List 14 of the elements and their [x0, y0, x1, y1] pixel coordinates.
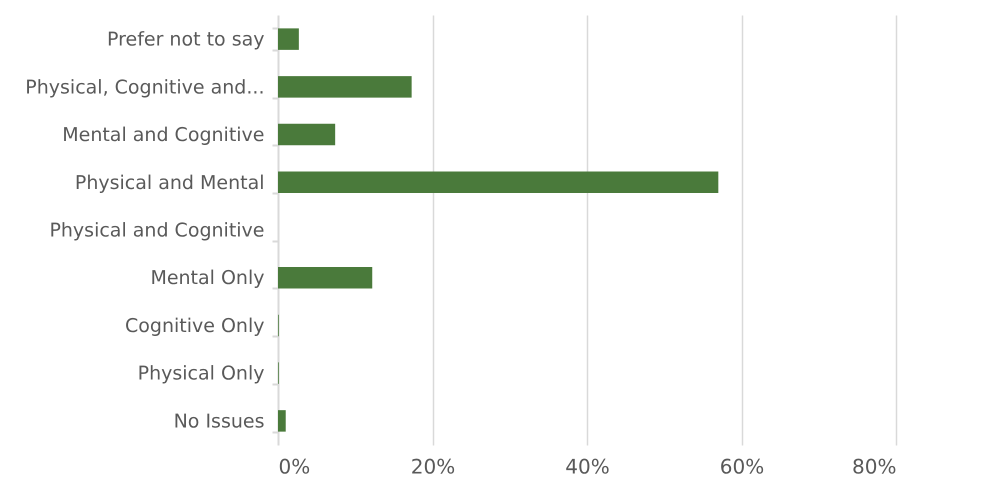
x-tick-label: 0%	[278, 454, 310, 478]
y-tick-label: Physical and Mental	[74, 172, 264, 194]
y-tick-label: No Issues	[174, 410, 264, 432]
y-tick-label: Physical Only	[138, 362, 264, 385]
y-tick-label: Physical and Cognitive	[49, 220, 264, 242]
y-tick-label: Prefer not to say	[107, 28, 264, 51]
y-tick-label: Physical, Cognitive and...	[25, 76, 264, 98]
y-tick-label: Mental Only	[150, 267, 264, 290]
x-tick-label: 60%	[720, 454, 764, 478]
y-tick-label: Cognitive Only	[125, 314, 264, 337]
x-tick-label: 20%	[410, 454, 456, 478]
y-tick-label: Mental and Cognitive	[62, 124, 264, 146]
x-tick-label: 40%	[565, 454, 610, 478]
x-tick-label: 80%	[852, 454, 896, 478]
